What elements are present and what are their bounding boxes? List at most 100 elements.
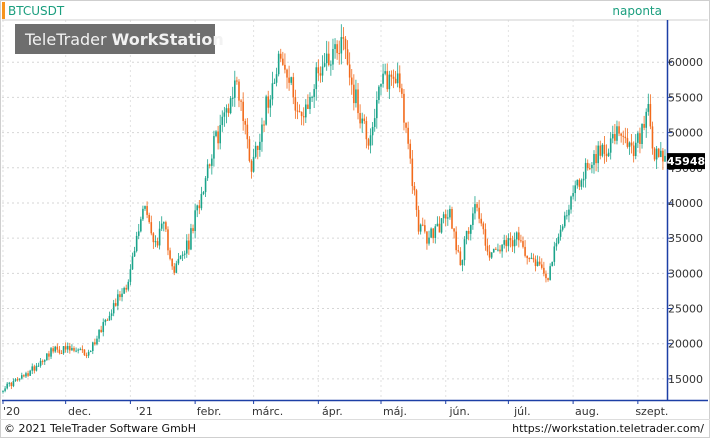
candle-body [313, 89, 315, 97]
candle-body [632, 145, 635, 157]
candle-body [240, 100, 242, 102]
candle-body [355, 89, 357, 104]
candle-body [225, 108, 228, 113]
symbol-label[interactable]: BTCUSDT [8, 4, 65, 18]
candle-body [85, 355, 88, 357]
candle-body [620, 133, 622, 136]
candle-body [586, 162, 589, 169]
candle-body [152, 233, 155, 243]
candle-body [622, 135, 625, 137]
candle-body [499, 249, 501, 252]
candle-body [213, 136, 215, 159]
candle-body [231, 97, 234, 99]
candle-body [453, 228, 455, 232]
candle-body [344, 38, 347, 50]
candle-body [651, 126, 654, 149]
candle-body [421, 224, 424, 226]
last-price-value: 45948 [667, 155, 705, 168]
candle-body [18, 378, 21, 380]
candle-body [330, 64, 332, 66]
candle-body [486, 245, 489, 252]
candle-body [574, 185, 577, 194]
candle-body [415, 190, 418, 210]
candle-body [263, 124, 265, 126]
candle-body [361, 118, 363, 124]
candle-body [645, 111, 648, 128]
candle-body [261, 124, 263, 142]
y-tick-label: 50000 [668, 127, 703, 140]
candle-body [234, 80, 236, 98]
y-tick-label: 25000 [668, 303, 703, 316]
candle-body [484, 229, 487, 246]
candle-body [323, 63, 326, 67]
candle-body [163, 222, 165, 224]
candle-body [618, 126, 620, 134]
candle-body [73, 348, 75, 351]
candle-body [584, 162, 587, 179]
candle-body [156, 241, 159, 246]
candle-body [129, 269, 132, 282]
candle-body [8, 382, 11, 384]
candle-body [20, 375, 23, 379]
candle-body [532, 257, 535, 260]
candle-body [125, 287, 128, 290]
candle-body [131, 256, 134, 270]
candle-body [478, 207, 480, 219]
candle-body [4, 388, 6, 391]
candle-body [334, 44, 336, 50]
candle-body [457, 250, 460, 252]
candle-body [396, 73, 399, 84]
candle-body [121, 293, 123, 298]
candle-body [273, 82, 276, 84]
x-tick-label: ápr. [322, 405, 343, 418]
candle-body [100, 329, 102, 333]
candle-body [551, 261, 554, 267]
candle-body [140, 219, 142, 232]
candle-body [62, 346, 65, 354]
candle-body [60, 353, 63, 355]
candle-body [256, 145, 259, 150]
candle-body [526, 255, 528, 259]
candle-body [332, 49, 334, 65]
candle-body [438, 223, 441, 233]
candle-body [315, 67, 318, 90]
candle-body [576, 179, 579, 186]
candle-body [530, 257, 533, 259]
candle-body [23, 375, 25, 377]
interval-label[interactable]: naponta [612, 4, 662, 18]
candle-body [252, 156, 255, 172]
candle-body [480, 218, 483, 224]
source-url[interactable]: https://workstation.teletrader.com/ [512, 422, 704, 435]
candle-body [294, 97, 297, 111]
candle-body [6, 383, 8, 389]
candle-body [66, 346, 69, 350]
plot-area[interactable] [2, 20, 666, 400]
watermark-text: TeleTrader WorkStation [24, 30, 224, 49]
candle-body [133, 251, 136, 257]
candle-body [591, 164, 593, 169]
candle-body [25, 373, 27, 377]
candle-body [634, 142, 637, 157]
candle-body [169, 250, 171, 259]
candle-body [350, 77, 353, 85]
candle-body [469, 224, 472, 234]
candle-body [447, 217, 449, 219]
candle-body [570, 196, 572, 210]
y-tick-label: 55000 [668, 91, 703, 104]
candle-body [242, 101, 244, 121]
candle-body [440, 218, 443, 233]
candle-body [384, 71, 386, 74]
candle-body [392, 76, 395, 79]
candle-body [83, 349, 86, 356]
candle-body [411, 158, 414, 187]
candle-body [48, 353, 50, 357]
candle-body [102, 322, 105, 333]
candle-body [442, 214, 445, 219]
candle-body [338, 53, 341, 55]
candle-body [321, 66, 324, 76]
x-axis-labels: '20 dec. '21 febr. márc. ápr. máj. jún. júl. aug.… [2, 400, 668, 418]
candle-body [206, 164, 209, 179]
candle-body [342, 37, 345, 39]
candle-body [196, 205, 199, 211]
